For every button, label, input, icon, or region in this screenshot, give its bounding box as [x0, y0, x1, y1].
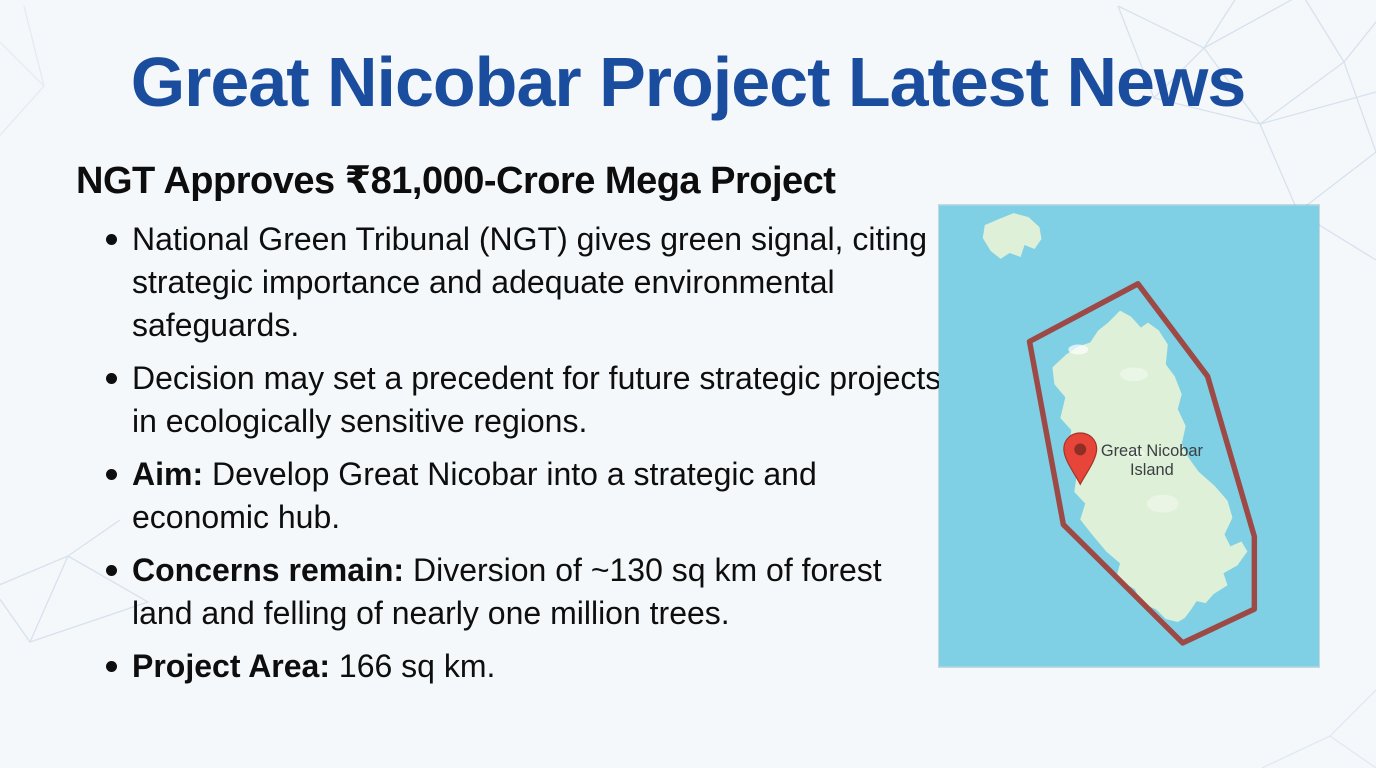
bullet-dot: [106, 565, 117, 576]
small-island-shape: [982, 213, 1042, 259]
bullet-text: National Green Tribunal (NGT) gives gree…: [132, 221, 928, 343]
bullet-lead: Concerns remain:: [132, 552, 405, 588]
bullet-item-aim: Aim: Develop Great Nicobar into a strate…: [104, 453, 942, 539]
bullet-dot: [106, 661, 117, 672]
bullet-item-precedent: Decision may set a precedent for future …: [104, 357, 942, 443]
bullet-item-ngt-approval: National Green Tribunal (NGT) gives gree…: [104, 218, 942, 347]
bullet-text: Diversion of ~130 sq km of forest land a…: [132, 552, 882, 631]
project-boundary-polygon: [1026, 281, 1258, 646]
bullet-text: Decision may set a precedent for future …: [132, 360, 942, 439]
map-label-line1: Great Nicobar: [1101, 442, 1204, 460]
bullet-item-concerns: Concerns remain: Diversion of ~130 sq km…: [104, 549, 942, 635]
slide-title: Great Nicobar Project Latest News: [130, 43, 1247, 121]
section-heading: NGT Approves ₹81,000-Crore Mega Project: [76, 160, 836, 202]
bullet-text: Develop Great Nicobar into a strategic a…: [132, 456, 817, 535]
bullet-dot: [106, 373, 117, 384]
map-label-line2: Island: [1130, 461, 1174, 479]
island-texture: [1068, 344, 1179, 513]
bullet-list: National Green Tribunal (NGT) gives gree…: [104, 218, 942, 698]
island-shape: [1052, 310, 1248, 623]
pin-inner-dot: [1074, 443, 1087, 456]
bullet-item-project-area: Project Area: 166 sq km.: [104, 645, 942, 688]
bullet-lead: Project Area:: [132, 648, 330, 684]
map-label: Great Nicobar Island: [1101, 442, 1204, 479]
nicobar-map: Great Nicobar Island: [939, 205, 1319, 667]
bullet-lead: Aim:: [132, 456, 204, 492]
location-pin-icon: [1063, 432, 1098, 486]
bullet-dot: [106, 234, 117, 245]
bullet-dot: [106, 469, 117, 480]
bullet-text: 166 sq km.: [330, 648, 496, 684]
map-image: Great Nicobar Island: [938, 204, 1320, 668]
